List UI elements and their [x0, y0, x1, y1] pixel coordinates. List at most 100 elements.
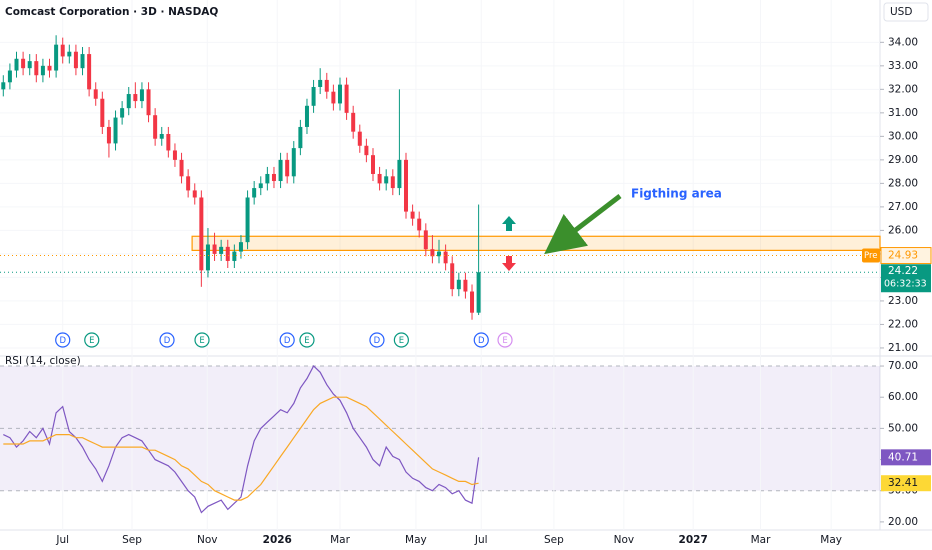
- x-tick-label: Sep: [122, 534, 142, 546]
- candle-body: [370, 155, 375, 174]
- marks: Pre 24.93 24.22 06:32:33 D E D E D E D E D E Jul Sep Nov…: [0, 35, 932, 546]
- candle-body: [7, 70, 12, 83]
- candle-body: [437, 251, 442, 257]
- pre-tag-label: Pre: [864, 251, 878, 261]
- event-marker: [473, 332, 489, 348]
- x-tick-label: 2026: [263, 534, 292, 546]
- event-marker: [393, 332, 409, 348]
- y-tick-label: 27.00: [888, 201, 918, 213]
- event-marker: [299, 332, 315, 348]
- rsi-line: [3, 396, 479, 501]
- candle-body: [186, 176, 191, 191]
- candle-body: [139, 89, 144, 102]
- event-label: E: [199, 336, 204, 346]
- x-tick-label: Nov: [614, 534, 635, 546]
- value-box: [881, 449, 931, 466]
- value-box: [881, 475, 931, 492]
- y-tick-label: 31.00: [888, 107, 918, 119]
- candle-body: [93, 89, 98, 99]
- candle-body: [14, 58, 19, 71]
- event-marker: [55, 332, 71, 348]
- candle-body: [252, 188, 257, 198]
- value-label: 40.71: [888, 451, 918, 463]
- annotation: Figthing area: [631, 187, 722, 201]
- y-tick-label: 70.00: [888, 360, 918, 372]
- currency[interactable]: USD: [890, 6, 912, 18]
- candle-body: [450, 263, 455, 290]
- y-tick-label: 26.00: [888, 224, 918, 236]
- candle-body: [225, 246, 230, 261]
- candle-body: [27, 61, 32, 69]
- y-tick-label: 29.00: [888, 154, 918, 166]
- candle-body: [192, 190, 197, 198]
- last-price-box: [881, 264, 931, 293]
- candle-body: [476, 272, 481, 313]
- candle-body: [199, 197, 204, 271]
- candle-body: [54, 44, 59, 71]
- y-tick-label: 22.00: [888, 318, 918, 330]
- y-tick-label: 28.00: [888, 177, 918, 189]
- candle-body: [311, 86, 316, 106]
- candle-body: [384, 176, 389, 184]
- y-tick-label: 23.00: [888, 295, 918, 307]
- candle-body: [337, 84, 342, 104]
- candle-body: [443, 251, 448, 264]
- pre-price-label: 24.93: [888, 250, 918, 262]
- candle-body: [245, 197, 250, 243]
- grid: 21.0022.0023.0024.0025.0026.0027.0028.00…: [0, 36, 919, 528]
- candle-body: [113, 117, 118, 144]
- candle-body: [172, 150, 177, 160]
- event-label: E: [304, 336, 309, 346]
- rsi-title: RSI (14, close): [5, 355, 81, 367]
- candle-body: [331, 91, 336, 104]
- x-tick-label: Jul: [474, 534, 488, 546]
- candle-body: [377, 173, 382, 184]
- x-tick-label: Nov: [197, 534, 218, 546]
- candle-body: [21, 58, 26, 69]
- event-marker: [84, 332, 100, 348]
- x-tick-label: Sep: [544, 534, 564, 546]
- x-tick-label: Mar: [330, 534, 350, 546]
- rsi-line: [3, 365, 480, 514]
- y-tick-label: 50.00: [888, 422, 918, 434]
- currency-button[interactable]: [883, 2, 929, 22]
- candle-body: [179, 159, 184, 177]
- candle-body: [357, 131, 362, 146]
- pre-price-box: [880, 247, 932, 265]
- candle-body: [430, 249, 435, 257]
- support-zone: [191, 235, 881, 251]
- event-label: E: [89, 336, 94, 346]
- event-marker: [159, 332, 175, 348]
- event-label: D: [478, 336, 485, 346]
- candle-body: [238, 242, 243, 252]
- candle-body: [278, 159, 283, 182]
- candle-body: [258, 183, 263, 189]
- y-tick-label: 60.00: [888, 391, 918, 403]
- candle-body: [67, 51, 72, 57]
- candle-body: [100, 98, 105, 127]
- event-label: D: [164, 336, 171, 346]
- event-marker: [194, 332, 210, 348]
- candle-body: [219, 246, 224, 254]
- candle-body: [410, 211, 415, 219]
- event-label: D: [59, 336, 66, 346]
- candle-body: [159, 134, 164, 139]
- candle-body: [87, 54, 92, 90]
- candle-body: [291, 148, 296, 177]
- last-price-label: 24.22: [888, 265, 918, 277]
- y-tick-label: 20.00: [888, 516, 918, 528]
- candle-body: [153, 115, 158, 139]
- x-tick-label: 2027: [679, 534, 708, 546]
- candle-body: [271, 173, 276, 182]
- x-tick-label: Mar: [751, 534, 771, 546]
- up-arrow: [502, 216, 516, 231]
- candle-body: [417, 218, 422, 231]
- event-label: D: [284, 336, 291, 346]
- candle-body: [344, 84, 349, 113]
- candle-body: [470, 291, 475, 313]
- event-label: E: [502, 336, 507, 346]
- countdown: 06:32:33: [884, 279, 927, 290]
- candle-body: [205, 244, 210, 271]
